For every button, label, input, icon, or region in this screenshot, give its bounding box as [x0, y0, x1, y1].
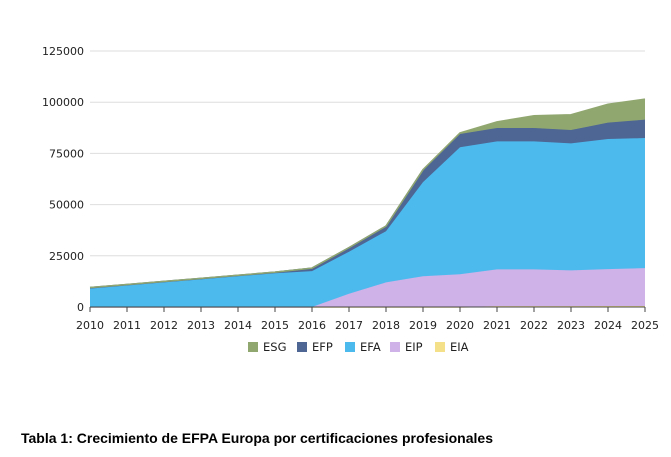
axes: 0 25000 50000 75000 100000 125000 2010 2011 2012…	[42, 45, 659, 332]
x-tick-label: 2021	[483, 319, 511, 332]
chart-caption: Tabla 1: Crecimiento de EFPA Europa por …	[21, 430, 493, 446]
y-tick-label: 125000	[42, 45, 84, 58]
x-tick-label: 2016	[298, 319, 326, 332]
area-eip	[90, 268, 645, 307]
y-tick-label: 75000	[49, 147, 84, 160]
legend-label-efp: EFP	[312, 340, 333, 354]
legend-label-esg: ESG	[263, 340, 286, 354]
area-efp	[90, 119, 645, 289]
x-tick-label: 2020	[446, 319, 474, 332]
legend-swatch-eia	[435, 342, 445, 352]
x-tick-label: 2019	[409, 319, 437, 332]
legend-swatch-efa	[345, 342, 355, 352]
x-tick-label: 2010	[76, 319, 104, 332]
x-tick-label: 2025	[631, 319, 659, 332]
x-tick-label: 2018	[372, 319, 400, 332]
x-tick-label: 2024	[594, 319, 622, 332]
x-tick-label: 2023	[557, 319, 585, 332]
area-esg	[90, 99, 645, 288]
y-tick-label: 25000	[49, 250, 84, 263]
x-tick-label: 2013	[187, 319, 215, 332]
legend-label-eip: EIP	[405, 340, 423, 354]
area-edge-esg	[89, 98, 646, 289]
x-tick-label: 2022	[520, 319, 548, 332]
x-tick-label: 2014	[224, 319, 252, 332]
legend-swatch-efp	[297, 342, 307, 352]
y-tick-label: 100000	[42, 96, 84, 109]
x-tick-label: 2017	[335, 319, 363, 332]
x-tick-label: 2015	[261, 319, 289, 332]
legend-label-eia: EIA	[450, 340, 469, 354]
x-tick-label: 2012	[150, 319, 178, 332]
x-tick-label: 2011	[113, 319, 141, 332]
area-series	[89, 98, 646, 308]
legend-label-efa: EFA	[360, 340, 381, 354]
legend-swatch-esg	[248, 342, 258, 352]
area-efa	[90, 138, 645, 307]
y-tick-label: 50000	[49, 199, 84, 212]
legend: ESG EFP EFA EIP EIA	[248, 340, 469, 354]
legend-swatch-eip	[390, 342, 400, 352]
y-tick-label: 0	[77, 301, 84, 314]
